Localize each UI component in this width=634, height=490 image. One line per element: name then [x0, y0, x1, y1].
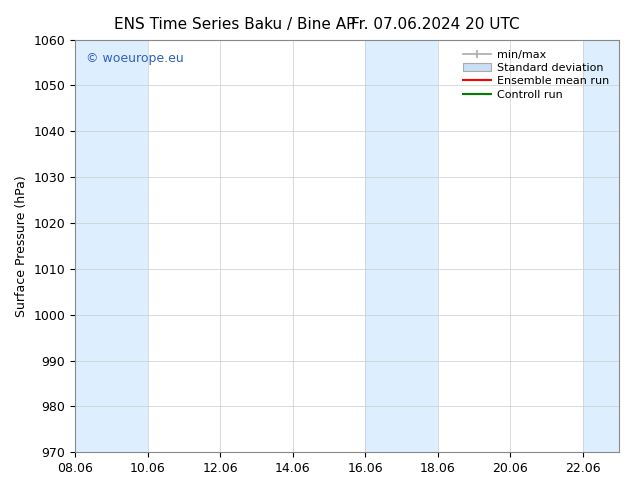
Bar	[583, 40, 634, 452]
Text: Fr. 07.06.2024 20 UTC: Fr. 07.06.2024 20 UTC	[351, 17, 520, 32]
Text: © woeurope.eu: © woeurope.eu	[86, 52, 184, 65]
Legend: min/max, Standard deviation, Ensemble mean run, Controll run: min/max, Standard deviation, Ensemble me…	[459, 45, 614, 104]
Bar	[365, 40, 437, 452]
Bar	[75, 40, 148, 452]
Y-axis label: Surface Pressure (hPa): Surface Pressure (hPa)	[15, 175, 28, 317]
Text: ENS Time Series Baku / Bine AP: ENS Time Series Baku / Bine AP	[114, 17, 356, 32]
